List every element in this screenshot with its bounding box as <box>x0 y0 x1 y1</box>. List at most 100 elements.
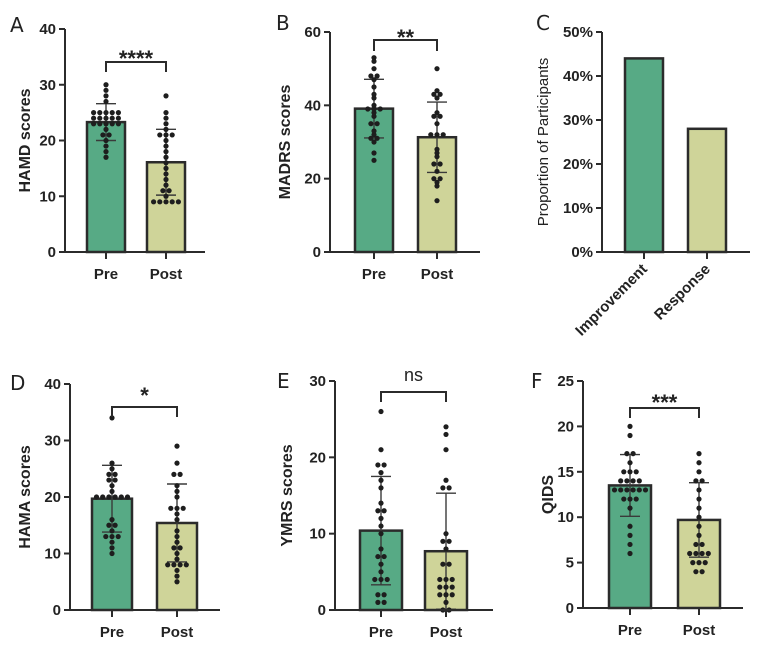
data-point-post <box>440 561 446 567</box>
data-point-pre <box>91 115 97 121</box>
data-point-post <box>440 132 446 138</box>
data-point-pre <box>109 488 115 494</box>
x-tick-label: Response <box>651 261 714 324</box>
data-point-post <box>169 132 175 138</box>
data-point-post <box>443 599 449 605</box>
x-tick-label: Post <box>430 624 463 641</box>
significance-label: **** <box>119 46 154 71</box>
panel-e: E 0 10 20 30 Pre Post YMRS scores ns <box>277 365 493 641</box>
panel-letter: F <box>531 369 543 393</box>
y-axis-title: Proportion of Participants <box>535 58 552 226</box>
data-point-post <box>174 528 180 534</box>
data-point-pre <box>621 496 627 502</box>
data-point-pre <box>627 469 633 475</box>
data-point-post <box>177 562 183 568</box>
data-point-post <box>157 199 163 205</box>
data-point-pre <box>109 466 115 472</box>
data-point-post <box>174 556 180 562</box>
data-point-pre <box>371 55 377 61</box>
data-point-post <box>163 132 169 138</box>
data-point-pre <box>106 494 112 500</box>
data-point-post <box>431 161 437 167</box>
y-tick-label: 25 <box>557 373 574 390</box>
data-point-post <box>177 471 183 477</box>
data-point-post <box>687 550 693 557</box>
y-tick-label: 40 <box>39 21 56 38</box>
data-point-post <box>171 545 177 551</box>
data-point-pre <box>636 478 642 484</box>
data-point-post <box>160 188 166 194</box>
data-point-pre <box>100 494 106 500</box>
y-tick-label: 20 <box>309 449 326 466</box>
data-point-post <box>443 424 449 430</box>
data-point-post <box>437 584 443 590</box>
data-point-pre <box>618 478 624 484</box>
data-point-post <box>174 579 180 585</box>
data-point-pre <box>112 522 118 528</box>
data-point-post <box>434 150 440 156</box>
data-point-post <box>174 460 180 466</box>
data-point-pre <box>115 121 121 127</box>
data-point-pre <box>118 494 124 500</box>
panel-b: B 0 20 40 60 Pre Post MADRS scores ** <box>276 11 480 283</box>
data-point-post <box>434 132 440 138</box>
x-tick-label: Pre <box>362 266 386 283</box>
data-point-pre <box>371 139 377 145</box>
data-point-pre <box>378 569 384 575</box>
x-tick-label: Pre <box>369 624 393 641</box>
x-tick-label: Post <box>683 622 716 639</box>
data-point-post <box>440 485 446 491</box>
data-point-pre <box>103 115 109 121</box>
data-point-pre <box>630 487 636 493</box>
data-point-post <box>702 560 708 566</box>
y-tick-label: 30 <box>309 373 326 390</box>
data-point-post <box>437 161 443 167</box>
data-point-post <box>163 137 169 144</box>
data-point-post <box>174 483 180 489</box>
data-point-pre <box>371 106 377 112</box>
data-point-post <box>434 110 440 116</box>
data-point-post <box>174 494 180 500</box>
data-point-post <box>163 176 169 183</box>
data-point-post <box>696 460 702 466</box>
data-point-post <box>437 113 443 119</box>
panel-letter: A <box>10 13 24 37</box>
data-point-pre <box>378 408 384 415</box>
panel-c: C 0% 10% 20% 30% 40% 50% Improvement Response Pro… <box>535 11 750 339</box>
data-point-pre <box>378 561 384 567</box>
data-point-pre <box>115 115 121 121</box>
data-point-pre <box>618 487 624 493</box>
y-tick-label: 0 <box>53 602 61 619</box>
y-tick-label: 10 <box>557 509 574 526</box>
data-point-post <box>174 550 180 557</box>
data-point-pre <box>642 487 649 493</box>
data-point-pre <box>103 149 109 155</box>
data-point-post <box>437 91 443 97</box>
significance-bracket <box>111 406 178 417</box>
data-point-pre <box>103 110 109 116</box>
data-point-pre <box>371 84 377 90</box>
y-tick-label: 0 <box>566 600 574 617</box>
x-tick-label: Pre <box>94 266 118 283</box>
significance-label: *** <box>652 390 678 415</box>
data-point-post <box>449 576 455 583</box>
data-point-pre <box>627 550 633 557</box>
data-point-pre <box>103 87 109 93</box>
data-point-post <box>171 562 177 568</box>
data-point-post <box>163 193 169 199</box>
x-tick-label: Post <box>161 624 194 641</box>
data-point-post <box>437 576 443 583</box>
panel-letter: C <box>536 11 550 35</box>
data-point-pre <box>378 515 384 522</box>
data-point-pre <box>375 462 381 468</box>
bar-response <box>686 127 728 254</box>
significance-bracket <box>380 391 447 402</box>
data-point-post <box>174 505 180 511</box>
data-point-pre <box>368 121 374 127</box>
data-point-post <box>175 199 181 205</box>
data-point-post <box>696 505 702 511</box>
data-point-pre <box>374 73 380 79</box>
data-point-pre <box>381 508 387 514</box>
data-point-post <box>443 576 449 583</box>
data-point-post <box>168 505 174 511</box>
